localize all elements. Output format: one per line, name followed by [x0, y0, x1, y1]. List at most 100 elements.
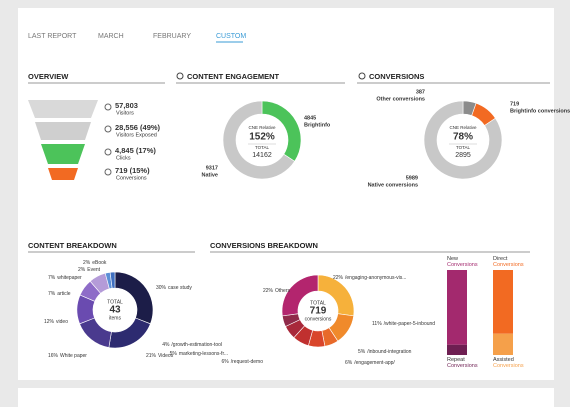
- center-total: 719: [310, 306, 327, 317]
- slice-label: 22%/engaging-anonymous-vis...: [333, 275, 406, 281]
- section-title: CONTENT BREAKDOWN: [28, 241, 117, 250]
- center-caption: TOTAL: [456, 145, 471, 150]
- slice-value: 22%: [333, 275, 344, 281]
- slice-label: 16% White paper: [48, 353, 87, 359]
- slice-name: /growth-estimation-tool: [171, 342, 222, 348]
- section-title: OVERVIEW: [28, 72, 69, 81]
- slice-label: 11%/white-paper-5-inbound: [372, 321, 435, 327]
- slice-name: eBook: [92, 260, 107, 266]
- bar-segment: [493, 270, 513, 334]
- bar-legend-line: Repeat: [447, 357, 465, 363]
- slice-label: 5% marketing-lessons-fr...: [170, 351, 228, 357]
- slice-value: 22%: [263, 288, 274, 294]
- section-title: CONVERSIONS: [369, 72, 424, 81]
- bar-legend-line: New: [447, 256, 458, 262]
- slice-name: /inbound-integration: [367, 349, 411, 355]
- slice-name: Native conversions: [368, 182, 418, 188]
- bar-segment: [493, 333, 513, 355]
- tab[interactable]: FEBRUARY: [153, 33, 191, 40]
- bar-segment: [447, 344, 467, 355]
- slice-value: 9317: [206, 165, 218, 171]
- donut-slice: [222, 100, 296, 180]
- slice-value: 5989: [406, 175, 418, 181]
- slice-name: whitepaper: [57, 275, 82, 281]
- slice-value: 6%: [222, 359, 230, 365]
- slice-name: Other conversions: [376, 96, 425, 102]
- slice-name: Others: [275, 288, 291, 294]
- slice-name: Event: [87, 267, 100, 273]
- slice-label: 4%/growth-estimation-tool: [162, 342, 222, 348]
- slice-name: Brightinfo: [304, 122, 331, 128]
- center-caption: CNE Relative: [248, 125, 276, 130]
- slice-value: 21%: [146, 353, 157, 359]
- value-label: 28,556 (49%): [115, 123, 161, 132]
- slice-value: 2%: [83, 260, 91, 266]
- tab-active[interactable]: CUSTOM: [216, 33, 246, 40]
- slice-name: article: [57, 291, 71, 297]
- slice-value: 2%: [78, 267, 86, 273]
- next-card: [18, 388, 554, 407]
- center-value: 78%: [453, 132, 473, 143]
- slice-name: case study: [168, 285, 192, 291]
- value-label: 57,803: [115, 101, 138, 110]
- donut-slice: [109, 271, 116, 289]
- category-label: Clicks: [116, 155, 131, 161]
- icon: [104, 103, 112, 111]
- slice-value: 11%: [372, 321, 382, 327]
- slice-name: Native: [201, 172, 218, 178]
- slice-label: 12% video: [44, 319, 68, 325]
- slice-label: 2% eBook: [83, 260, 107, 266]
- slice-label: 6%/engagement-app/: [345, 360, 395, 366]
- tab[interactable]: MARCH: [98, 33, 124, 40]
- slice-name: video: [56, 319, 68, 325]
- category-label: Visitors Exposed: [116, 132, 157, 138]
- slice-value: 5%: [358, 349, 366, 355]
- slice-value: 12%: [44, 319, 55, 325]
- slice-name: /engagement-app/: [354, 360, 395, 366]
- section-title: CONVERSIONS BREAKDOWN: [210, 241, 318, 250]
- bar-legend: Assisted Conversions: [493, 357, 524, 369]
- tab[interactable]: LAST REPORT: [28, 33, 77, 40]
- slice-label: 2% Event: [78, 267, 101, 273]
- icon: [104, 125, 112, 133]
- icon: [176, 72, 184, 80]
- bar-legend-line: Conversions: [447, 363, 478, 369]
- value-label: 719 (15%): [115, 166, 150, 175]
- bar-segment: [447, 270, 467, 345]
- donut-slice: [423, 100, 503, 180]
- slice-label: 7% article: [48, 291, 71, 297]
- center-unit: items: [109, 315, 121, 321]
- slice-label: 30% case study: [156, 285, 192, 291]
- center-total: 2895: [455, 152, 471, 159]
- category-label: Visitors: [116, 110, 134, 116]
- slice-value: 387: [416, 89, 425, 95]
- bar-legend: Direct Conversions: [493, 256, 524, 268]
- bar-legend-line: Conversions: [447, 262, 478, 268]
- icon: [104, 148, 112, 156]
- icon: [104, 168, 112, 176]
- center-caption: TOTAL: [107, 299, 123, 305]
- bar-legend: Repeat Conversions: [447, 357, 478, 369]
- slice-label: 21% Videos: [146, 353, 174, 359]
- center-value: 152%: [249, 132, 275, 143]
- slice-name: /engaging-anonymous-vis...: [345, 275, 406, 281]
- slice-label: 5%/inbound-integration: [358, 349, 412, 355]
- bar-legend-line: Conversions: [493, 363, 524, 369]
- slice-name: Videos: [158, 353, 174, 359]
- slice-label: 22% Others: [263, 288, 291, 294]
- bar-legend-line: Conversions: [493, 262, 524, 268]
- center-total: 14162: [252, 152, 272, 159]
- slice-value: 16%: [48, 353, 59, 359]
- center-caption: TOTAL: [310, 300, 326, 306]
- slice-value: 6%: [345, 360, 353, 366]
- funnel-step: [28, 100, 98, 118]
- slice-name: White paper: [60, 353, 87, 359]
- center-caption: CNE Relative: [449, 125, 477, 130]
- slice-value: 5%: [170, 351, 178, 357]
- slice-value: 7%: [48, 275, 56, 281]
- bar-legend-line: Direct: [493, 256, 508, 262]
- slice-value: 4845: [304, 115, 316, 121]
- funnel-step: [41, 144, 85, 164]
- donut-slice: [281, 274, 319, 317]
